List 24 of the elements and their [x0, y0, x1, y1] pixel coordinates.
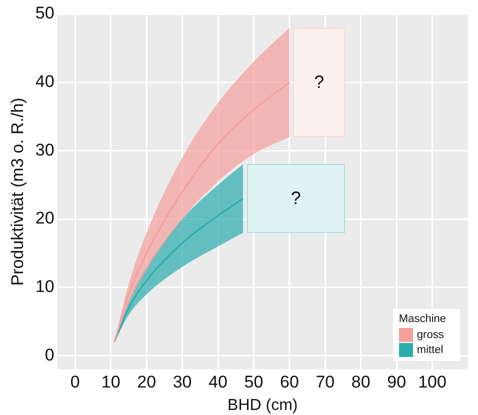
x-tick-label: 40 [208, 372, 228, 392]
annotation: ? [314, 72, 324, 93]
y-tick-label: 0 [44, 345, 54, 364]
x-tick-label: 90 [387, 372, 406, 392]
x-tick-label: 10 [101, 372, 120, 392]
x-tick-label: 60 [280, 372, 299, 392]
y-tick-label: 40 [35, 72, 54, 92]
legend-label: gross [416, 328, 444, 341]
annotation: ? [290, 188, 301, 210]
x-tick-label: 80 [351, 372, 370, 392]
legend-label: mittel [416, 344, 444, 356]
x-tick-label: 70 [316, 372, 335, 392]
x-axis-title: BHD (cm) [228, 396, 298, 414]
x-tick-label: 0 [70, 372, 80, 392]
y-tick-label: 50 [35, 4, 54, 23]
y-tick-label: 10 [35, 277, 54, 296]
y-tick-label: 30 [35, 140, 54, 160]
x-tick-label: 30 [172, 372, 192, 392]
y-axis-title: Produktivität (m3 o. R./h) [8, 98, 27, 286]
y-tick-label: 20 [35, 208, 54, 228]
x-tick-label: 20 [137, 372, 156, 392]
x-tick-label: 50 [244, 372, 264, 392]
x-tick-label: 100 [418, 372, 446, 392]
legend-title: Maschine [398, 313, 446, 326]
